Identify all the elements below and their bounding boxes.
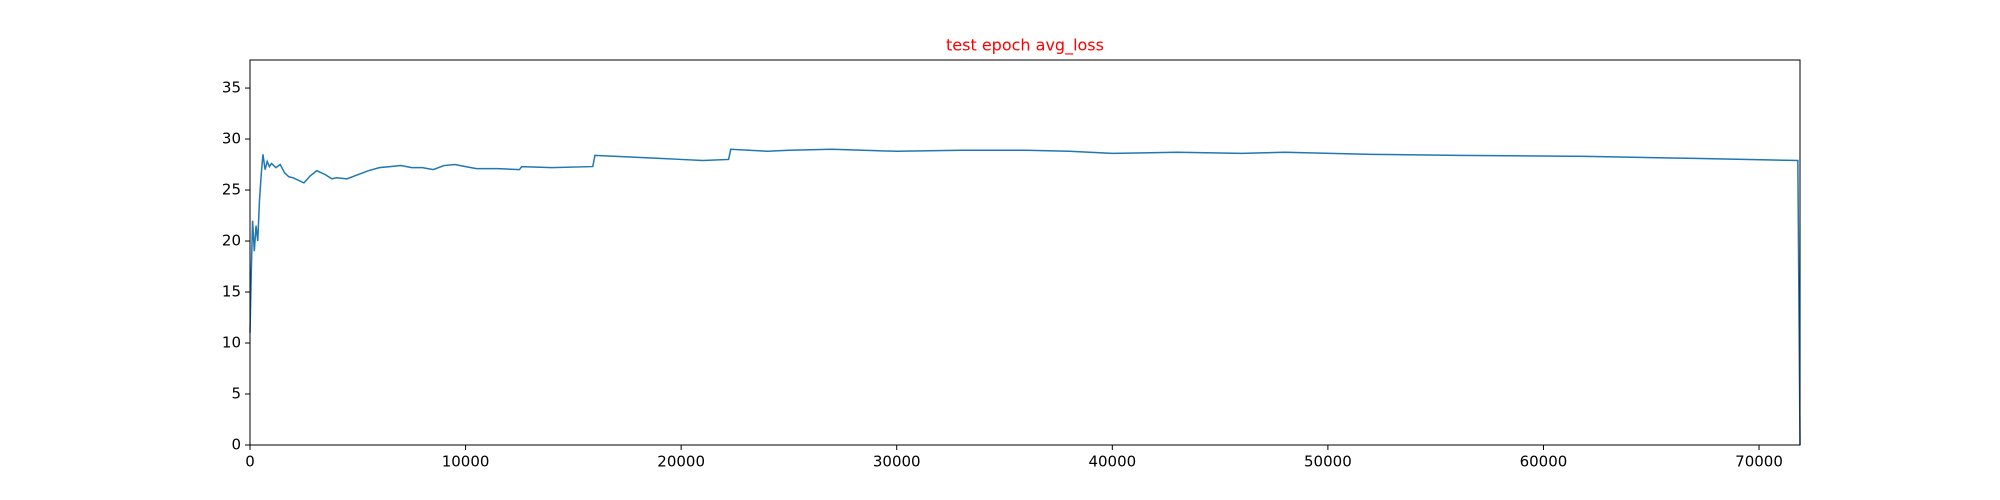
y-tick-label: 20 [222, 232, 241, 250]
y-tick-label: 5 [231, 385, 241, 403]
y-tick-label: 10 [222, 334, 241, 352]
x-tick-label: 70000 [1735, 453, 1783, 471]
x-tick-label: 0 [245, 453, 255, 471]
plot-frame [249, 59, 1801, 446]
x-tick-label: 60000 [1520, 453, 1568, 471]
y-tick-label: 30 [222, 130, 241, 148]
x-tick-label: 40000 [1088, 453, 1136, 471]
y-tick-label: 0 [231, 436, 241, 454]
x-tick-label: 50000 [1304, 453, 1352, 471]
y-tick-label: 15 [222, 283, 241, 301]
x-tick-label: 20000 [657, 453, 705, 471]
data-line [249, 148, 1801, 446]
x-tick-label: 30000 [873, 453, 921, 471]
y-tick-label: 35 [222, 79, 241, 97]
chart-title: test epoch avg_loss [946, 36, 1104, 56]
y-tick-label: 25 [222, 181, 241, 199]
x-tick-label: 10000 [442, 453, 490, 471]
